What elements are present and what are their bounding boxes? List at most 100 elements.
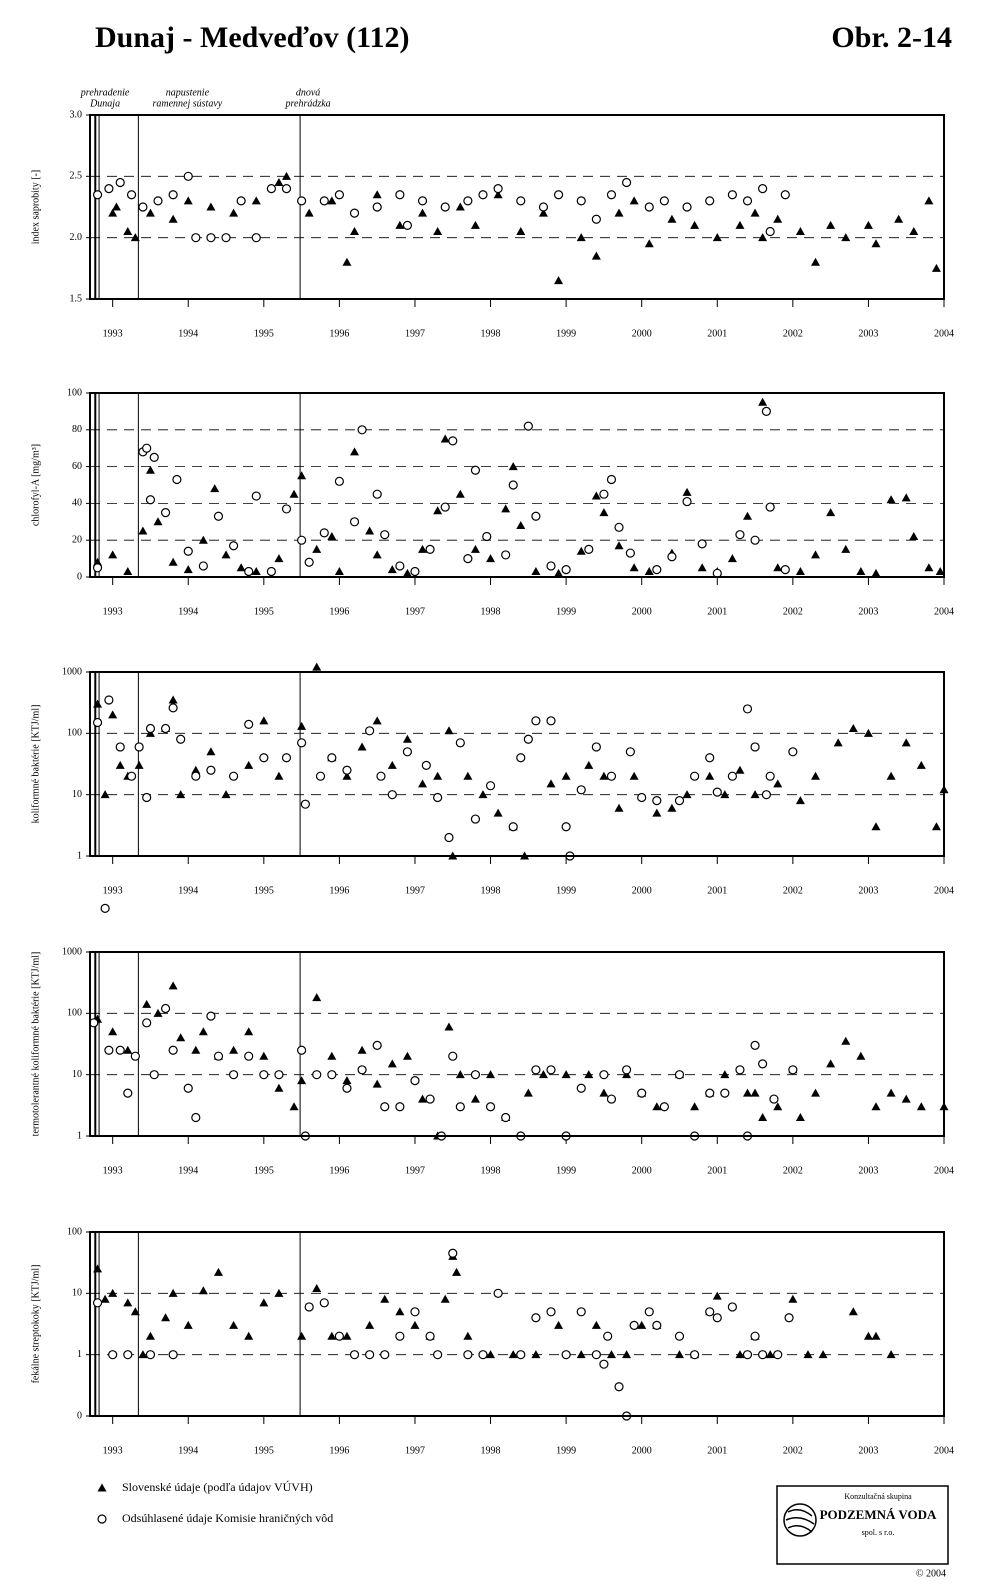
x-tick-label: 2001 [707, 1445, 727, 1456]
circle-point [591, 742, 601, 752]
circle-point [213, 511, 224, 521]
circle-point [576, 1083, 586, 1093]
x-tick-label: 2004 [934, 1165, 954, 1176]
triangle-point [387, 760, 397, 769]
triangle-point [826, 1059, 836, 1068]
logo-line: PODZEMNÁ VODA [820, 1507, 937, 1522]
triangle-point [274, 771, 284, 780]
x-tick-label: 1993 [103, 1165, 123, 1176]
x-tick-label: 2001 [707, 606, 727, 617]
circle-point [149, 452, 159, 462]
circle-point [758, 184, 768, 194]
triangle-point [153, 517, 163, 526]
circle-point [780, 190, 790, 200]
y-tick-label: 10 [72, 1288, 82, 1299]
triangle-point [848, 723, 858, 732]
circle-point [410, 1076, 420, 1086]
x-tick-label: 2004 [934, 606, 954, 617]
circle-point [780, 565, 790, 575]
circle-point [546, 1065, 556, 1075]
circle-point [576, 1307, 586, 1317]
circle-point [478, 1350, 488, 1360]
y-tick-label: 100 [67, 1226, 82, 1237]
circle-point [183, 546, 193, 556]
triangle-point [312, 993, 322, 1002]
circle-point [674, 1331, 685, 1341]
circle-point [228, 1070, 239, 1080]
triangle-point [97, 1483, 107, 1492]
triangle-point [818, 1350, 828, 1359]
y-tick-label: 1 [77, 1130, 82, 1141]
triangle-point [387, 1059, 397, 1068]
circle-point [705, 1088, 715, 1098]
logo-line: spol. s r.o. [862, 1528, 895, 1537]
circle-point [342, 1083, 352, 1093]
circle-point [516, 1350, 526, 1360]
triangle-point [206, 747, 216, 756]
plot-frame [89, 1231, 945, 1417]
triangle-point [198, 535, 208, 544]
triangle-point [418, 544, 428, 553]
x-tick-label: 1993 [103, 885, 123, 896]
circle-point [334, 1331, 344, 1341]
triangle-point [531, 1350, 541, 1359]
circle-point [334, 476, 344, 486]
triangle-point [599, 508, 609, 517]
circle-point [123, 1350, 133, 1360]
triangle-point [470, 1094, 480, 1103]
triangle-point [811, 1088, 821, 1097]
circle-point [134, 742, 144, 752]
legend-label: Slovenské údaje (podľa údajov VÚVH) [122, 1480, 313, 1494]
triangle-point [584, 1070, 594, 1079]
triangle-point [433, 227, 443, 236]
triangle-point [108, 1027, 118, 1036]
triangle-point [350, 447, 360, 456]
triangle-point [712, 1291, 722, 1300]
x-tick-label: 1993 [103, 328, 123, 339]
triangle-point [191, 1045, 201, 1054]
circle-point [312, 1070, 322, 1080]
y-axis-label: koliformné baktérie [KTJ/ml] [30, 705, 41, 824]
triangle-point [297, 471, 307, 480]
triangle-point [886, 1088, 896, 1097]
triangle-point [811, 771, 821, 780]
circle-point [160, 723, 171, 734]
x-tick-label: 1997 [405, 885, 425, 896]
circle-point [138, 202, 148, 212]
circle-point [599, 1359, 609, 1369]
triangle-point [871, 239, 881, 248]
triangle-point [871, 568, 881, 577]
triangle-point [229, 1320, 239, 1329]
circle-point [584, 544, 594, 555]
triangle-point [901, 493, 911, 502]
triangle-point [395, 220, 405, 229]
triangle-point [871, 1102, 881, 1111]
triangle-point [93, 699, 103, 708]
x-tick-label: 2002 [783, 1445, 803, 1456]
triangle-point [312, 1283, 322, 1292]
circle-point [444, 832, 454, 843]
triangle-point [198, 1027, 208, 1036]
x-tick-label: 1997 [405, 328, 425, 339]
triangle-point [931, 263, 941, 272]
circle-point [380, 1350, 390, 1360]
circle-point [603, 1331, 613, 1341]
triangle-point [486, 1070, 496, 1079]
triangle-point [327, 196, 337, 205]
triangle-point [444, 1022, 454, 1031]
triangle-point [153, 1008, 163, 1017]
circle-point [621, 1065, 632, 1075]
x-tick-label: 1999 [556, 1445, 576, 1456]
triangle-point [289, 1102, 299, 1111]
circle-point [142, 1018, 152, 1028]
triangle-point [516, 227, 526, 236]
circle-point [599, 489, 609, 499]
circle-point [621, 177, 632, 188]
triangle-point [538, 208, 548, 217]
x-tick-label: 2003 [858, 1165, 878, 1176]
circle-point [319, 528, 329, 538]
x-tick-label: 2001 [707, 885, 727, 896]
circle-point [421, 760, 431, 771]
circle-point [784, 1313, 794, 1323]
triangle-point [210, 484, 220, 493]
